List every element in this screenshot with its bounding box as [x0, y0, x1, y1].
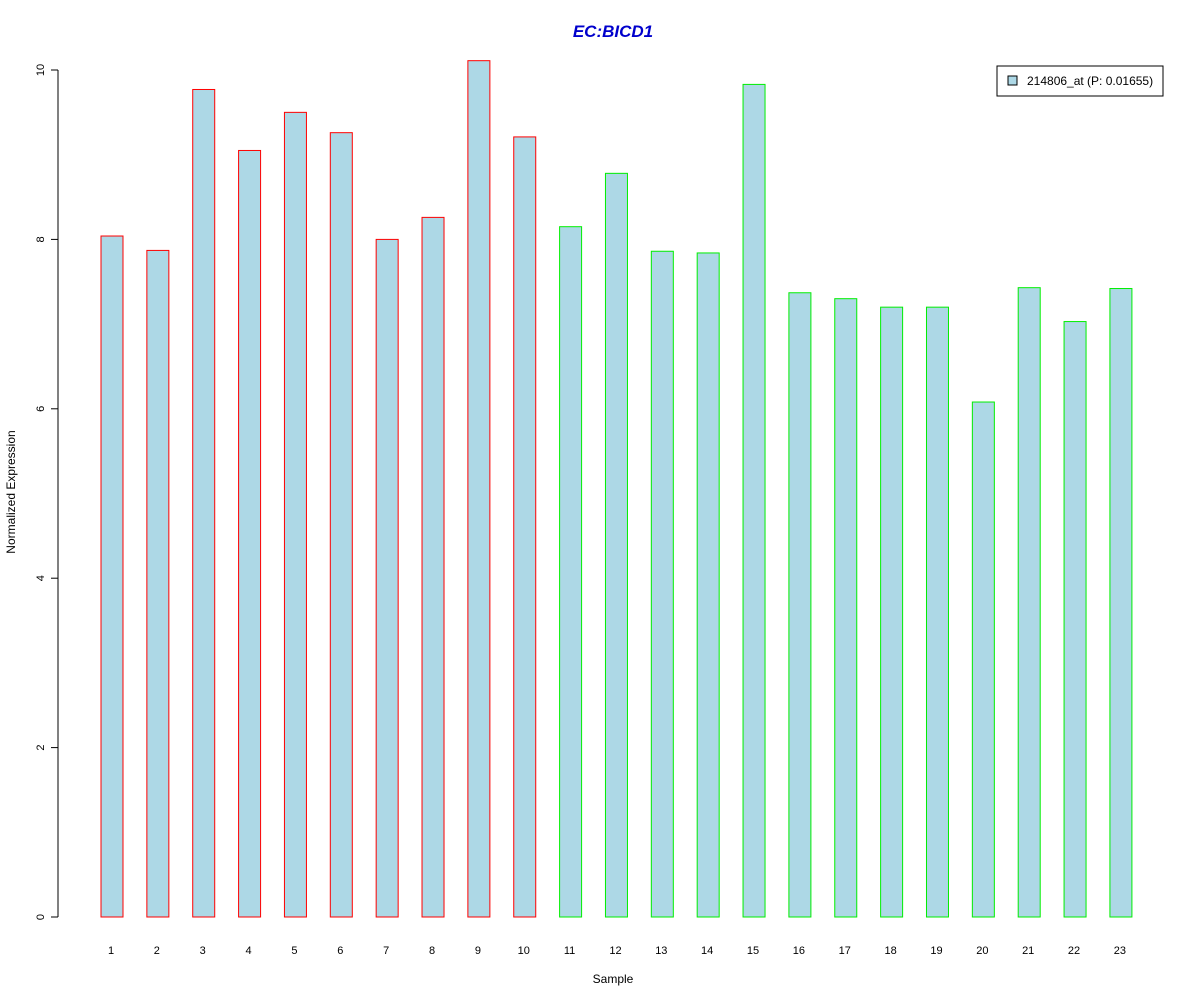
bar-sample-23: [1109, 288, 1133, 918]
x-tick-label: 1: [108, 945, 114, 957]
bar-sample-11: [559, 226, 583, 918]
bar-sample-4: [238, 149, 262, 918]
bar-sample-2: [146, 249, 170, 918]
bar-sample-22: [1063, 321, 1087, 918]
bar-sample-5: [283, 111, 307, 918]
x-tick-label: 23: [1114, 945, 1126, 957]
y-tick-label: 8: [35, 236, 47, 242]
x-tick-label: 5: [291, 945, 297, 957]
x-tick-label: 15: [747, 945, 759, 957]
chart-title: EC:BICD1: [573, 22, 653, 41]
x-tick-label: 3: [200, 945, 206, 957]
bar-sample-7: [375, 238, 399, 918]
bar-sample-10: [513, 136, 537, 918]
bar-sample-17: [834, 298, 858, 918]
bar-sample-12: [604, 172, 628, 918]
y-tick-label: 0: [35, 914, 47, 920]
x-tick-label: 21: [1022, 945, 1034, 957]
bar-sample-9: [467, 60, 491, 918]
bar-sample-19: [925, 306, 949, 918]
x-tick-label: 16: [793, 945, 805, 957]
x-tick-label: 2: [154, 945, 160, 957]
x-tick-label: 7: [383, 945, 389, 957]
y-tick-label: 10: [35, 64, 47, 76]
x-tick-label: 13: [655, 945, 667, 957]
bar-sample-16: [788, 292, 812, 918]
x-tick-label: 9: [475, 945, 481, 957]
bar-sample-15: [742, 83, 766, 918]
y-tick-label: 4: [35, 575, 47, 581]
x-tick-label: 10: [518, 945, 530, 957]
x-axis-label: Sample: [593, 972, 634, 986]
x-tick-label: 4: [246, 945, 252, 957]
bar-sample-1: [100, 235, 124, 918]
y-tick-label: 6: [35, 406, 47, 412]
x-tick-label: 19: [930, 945, 942, 957]
y-tick-label: 2: [35, 745, 47, 751]
legend: 214806_at (P: 0.01655): [996, 65, 1164, 97]
x-tick-labels: 1 2 3 4 5 6 7 8 9 10 11 12 13 14 15 16 17 18 19 20 21 22 23: [108, 945, 1126, 957]
x-tick-label: 17: [839, 945, 851, 957]
bar-sample-13: [650, 250, 674, 918]
y-axis: 0 2 4 6 8 10: [35, 64, 59, 920]
x-tick-label: 22: [1068, 945, 1080, 957]
bar-sample-8: [421, 216, 445, 918]
x-tick-label: 14: [701, 945, 713, 957]
bar-sample-21: [1017, 287, 1041, 918]
bar-sample-3: [192, 88, 216, 918]
x-tick-label: 8: [429, 945, 435, 957]
bar-sample-20: [971, 401, 995, 918]
x-tick-label: 20: [976, 945, 988, 957]
bar-sample-18: [880, 306, 904, 918]
x-tick-label: 11: [564, 945, 575, 957]
bar-sample-14: [696, 252, 720, 918]
legend-box: [996, 65, 1164, 97]
legend-label: 214806_at (P: 0.01655): [1027, 74, 1153, 88]
x-tick-label: 18: [884, 945, 896, 957]
bar-sample-6: [329, 132, 353, 918]
legend-swatch: [1007, 75, 1018, 86]
bars-group: [100, 60, 1133, 918]
x-tick-label: 12: [609, 945, 621, 957]
y-axis-label: Normalized Expression: [4, 430, 18, 553]
x-tick-label: 6: [337, 945, 343, 957]
